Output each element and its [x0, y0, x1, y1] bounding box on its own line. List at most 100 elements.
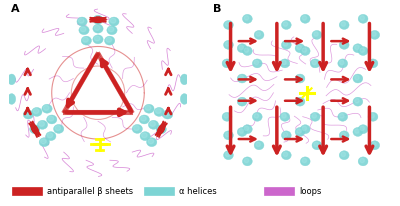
Ellipse shape [297, 129, 301, 134]
Ellipse shape [280, 113, 290, 122]
Ellipse shape [106, 38, 112, 43]
Ellipse shape [282, 61, 286, 65]
Ellipse shape [339, 21, 349, 30]
Ellipse shape [55, 126, 61, 131]
Ellipse shape [224, 21, 233, 30]
Text: α helices: α helices [179, 186, 216, 195]
Ellipse shape [224, 61, 228, 65]
Ellipse shape [108, 28, 114, 33]
Ellipse shape [314, 143, 318, 147]
Ellipse shape [237, 98, 247, 107]
Ellipse shape [37, 121, 48, 130]
Ellipse shape [283, 133, 288, 137]
Ellipse shape [77, 18, 87, 27]
Ellipse shape [242, 47, 252, 56]
Ellipse shape [341, 42, 346, 47]
Ellipse shape [244, 49, 249, 53]
Ellipse shape [225, 23, 230, 27]
Ellipse shape [282, 131, 291, 140]
Ellipse shape [310, 113, 320, 122]
Ellipse shape [180, 75, 188, 85]
Ellipse shape [282, 41, 291, 50]
Ellipse shape [297, 99, 301, 103]
Ellipse shape [254, 31, 264, 40]
Text: A: A [11, 4, 19, 14]
Ellipse shape [237, 44, 247, 53]
Ellipse shape [239, 76, 244, 81]
Ellipse shape [94, 26, 100, 31]
Ellipse shape [8, 75, 16, 85]
Ellipse shape [360, 126, 364, 131]
Ellipse shape [148, 139, 154, 144]
Ellipse shape [242, 157, 252, 166]
Ellipse shape [297, 46, 301, 50]
Ellipse shape [355, 76, 359, 81]
Ellipse shape [283, 152, 288, 157]
Ellipse shape [302, 158, 306, 163]
Ellipse shape [162, 111, 173, 119]
Ellipse shape [355, 99, 359, 103]
Ellipse shape [237, 75, 247, 84]
Ellipse shape [295, 75, 305, 84]
Ellipse shape [310, 60, 320, 68]
Ellipse shape [300, 157, 310, 166]
Ellipse shape [300, 125, 310, 134]
Ellipse shape [353, 98, 363, 107]
Ellipse shape [360, 49, 364, 53]
Ellipse shape [154, 108, 164, 117]
Ellipse shape [360, 158, 364, 163]
Ellipse shape [93, 36, 103, 44]
Ellipse shape [83, 38, 88, 43]
Ellipse shape [47, 115, 57, 124]
Ellipse shape [341, 23, 346, 27]
Ellipse shape [104, 37, 115, 46]
Ellipse shape [280, 60, 290, 68]
Ellipse shape [297, 76, 301, 81]
Ellipse shape [312, 114, 316, 118]
Ellipse shape [300, 47, 310, 56]
Ellipse shape [295, 98, 305, 107]
Ellipse shape [282, 114, 286, 118]
Circle shape [71, 67, 125, 120]
Ellipse shape [93, 25, 103, 34]
Ellipse shape [158, 126, 163, 131]
Ellipse shape [355, 129, 359, 134]
Ellipse shape [244, 126, 249, 131]
Ellipse shape [25, 112, 30, 117]
Ellipse shape [360, 17, 364, 21]
Ellipse shape [140, 132, 150, 141]
Text: loops: loops [299, 186, 321, 195]
Ellipse shape [254, 61, 259, 65]
Ellipse shape [225, 152, 230, 157]
Ellipse shape [110, 19, 116, 24]
Ellipse shape [312, 31, 322, 40]
Ellipse shape [23, 111, 34, 119]
Ellipse shape [132, 125, 142, 134]
Ellipse shape [341, 133, 346, 137]
Ellipse shape [46, 132, 56, 141]
Ellipse shape [139, 115, 149, 124]
Ellipse shape [340, 114, 344, 118]
Ellipse shape [358, 47, 368, 56]
Ellipse shape [370, 61, 374, 65]
Ellipse shape [54, 125, 64, 134]
Ellipse shape [224, 151, 233, 160]
Ellipse shape [283, 23, 288, 27]
Ellipse shape [341, 152, 346, 157]
Ellipse shape [8, 94, 16, 105]
Ellipse shape [33, 109, 39, 114]
Ellipse shape [282, 21, 291, 30]
Ellipse shape [31, 126, 37, 131]
Ellipse shape [300, 15, 310, 24]
Ellipse shape [222, 60, 232, 68]
Ellipse shape [142, 133, 147, 138]
Ellipse shape [148, 121, 159, 130]
Ellipse shape [48, 117, 54, 121]
Ellipse shape [78, 19, 84, 24]
Ellipse shape [147, 138, 157, 147]
Ellipse shape [353, 75, 363, 84]
Ellipse shape [150, 122, 156, 127]
Ellipse shape [225, 133, 230, 137]
Ellipse shape [40, 139, 46, 144]
Text: B: B [213, 4, 221, 14]
